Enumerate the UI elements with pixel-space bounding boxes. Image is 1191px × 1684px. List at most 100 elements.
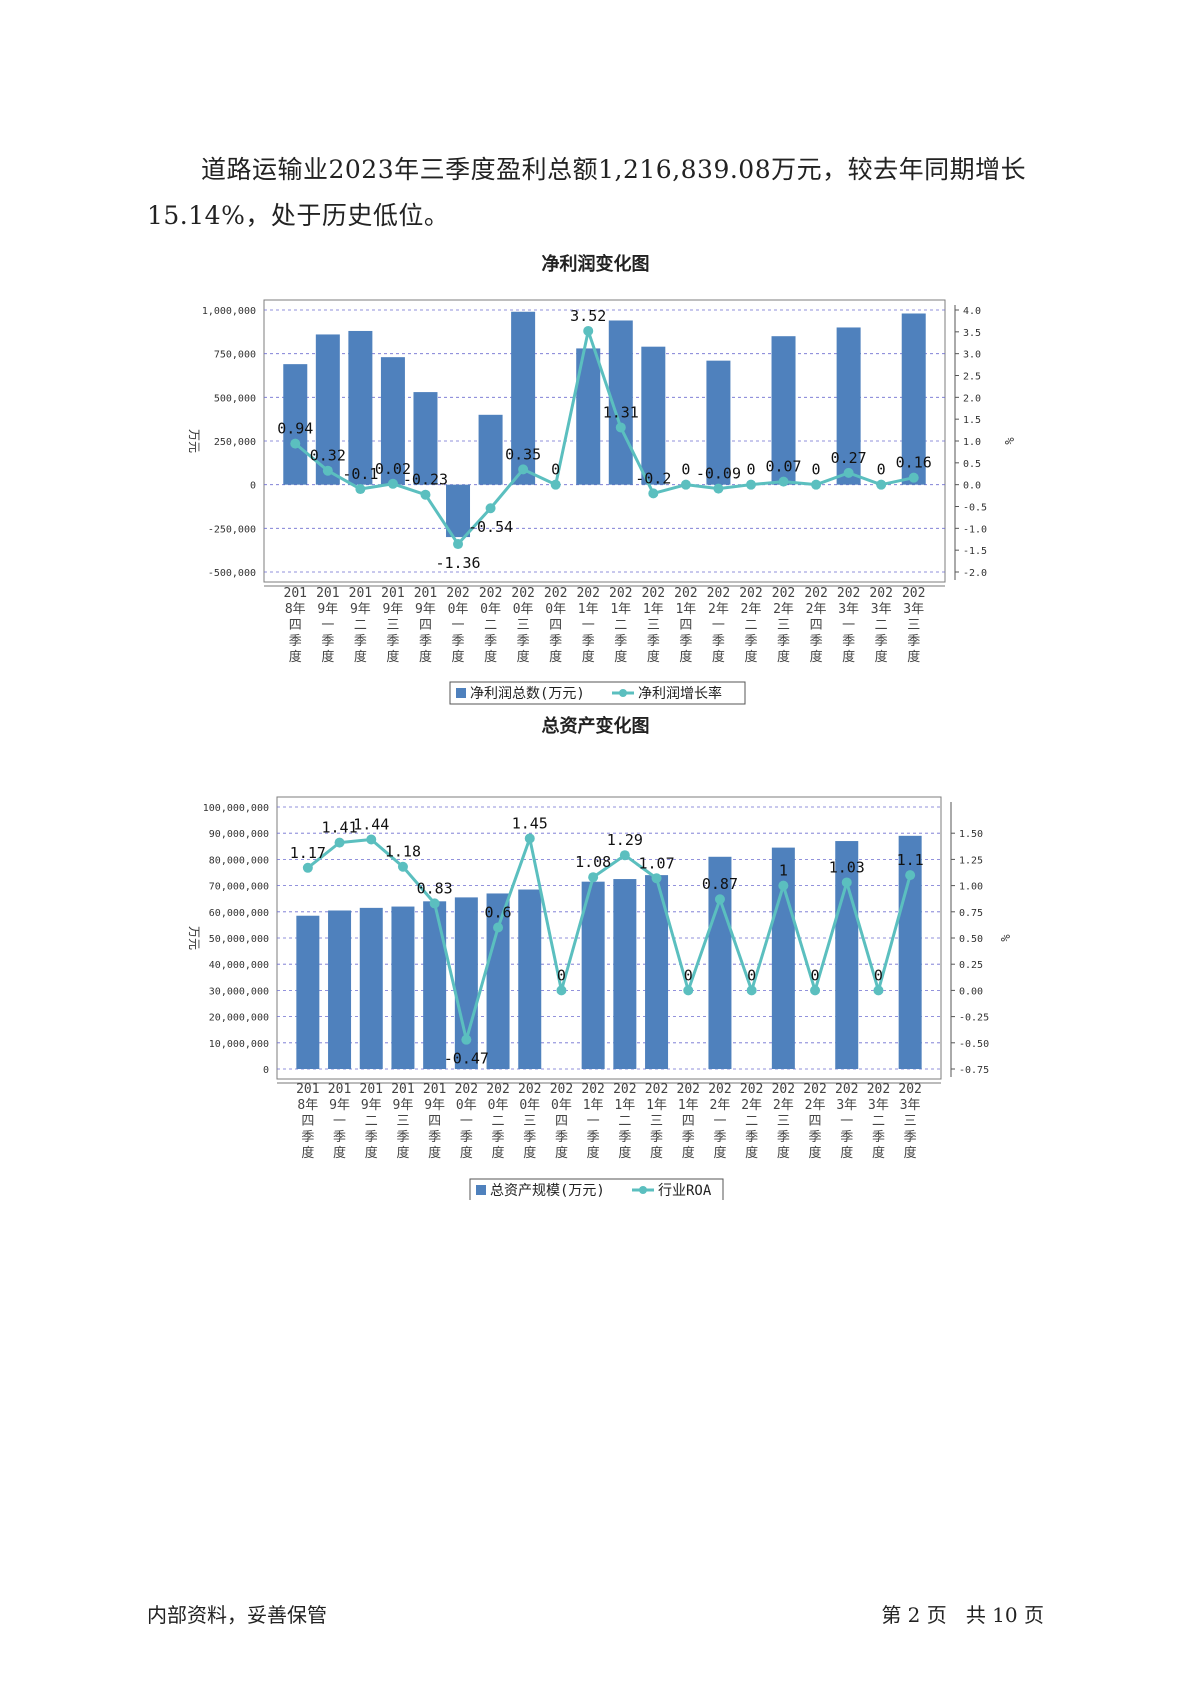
x-tick-label: 1年 xyxy=(646,1098,667,1113)
x-tick-label: 季 xyxy=(875,634,888,649)
data-label: 1.45 xyxy=(512,814,548,832)
x-tick-label: 度 xyxy=(712,649,725,665)
x-tick-label: 202 xyxy=(479,586,502,601)
x-tick-label: 202 xyxy=(803,1082,826,1097)
y2-tick-label: 1.00 xyxy=(959,882,983,893)
x-tick-label: 三 xyxy=(904,1114,917,1129)
x-tick-label: 1年 xyxy=(578,602,599,617)
x-tick-label: 度 xyxy=(647,649,660,665)
y2-tick-label: 3.0 xyxy=(963,350,981,361)
chart-legend: 总资产规模(万元) 行业ROA xyxy=(469,1178,724,1200)
x-tick-label: 202 xyxy=(576,586,599,601)
data-label: 0.27 xyxy=(831,449,867,467)
x-tick-label: 201 xyxy=(284,586,307,601)
line-point xyxy=(714,894,725,905)
data-label: 1.18 xyxy=(385,843,421,861)
line-series xyxy=(294,329,915,546)
x-tick-label: 季 xyxy=(365,1130,378,1145)
x-tick-label: 一 xyxy=(333,1114,346,1129)
data-label: -0.2 xyxy=(635,469,671,487)
line-point xyxy=(588,872,599,883)
data-label: 1.44 xyxy=(353,815,389,833)
line-point xyxy=(334,837,345,848)
y-tick-label: 1,000,000 xyxy=(202,306,256,317)
x-tick-label: 度 xyxy=(682,1145,695,1161)
x-tick-label: 0年 xyxy=(448,602,469,617)
x-tick-label: 9年 xyxy=(383,602,404,617)
line-point xyxy=(355,484,366,495)
x-tick-label: 季 xyxy=(682,1130,695,1145)
line-point xyxy=(876,479,887,490)
legend-bar-label: 总资产规模(万元) xyxy=(490,1183,605,1199)
x-tick-label: 度 xyxy=(365,1145,378,1161)
x-tick-label: 202 xyxy=(740,1082,763,1097)
data-label: 0 xyxy=(746,461,755,479)
line-point xyxy=(550,479,561,490)
line-point xyxy=(841,877,852,888)
data-label: 0.35 xyxy=(505,445,541,463)
x-tick-label: 季 xyxy=(452,634,465,649)
data-label: 0.87 xyxy=(702,875,738,893)
data-label: 0.07 xyxy=(765,458,801,476)
bar xyxy=(901,313,926,485)
x-tick-label: 0年 xyxy=(551,1098,572,1113)
x-tick-label: 季 xyxy=(777,1130,790,1145)
data-label: 1 xyxy=(779,862,788,880)
x-tick-label: 季 xyxy=(549,634,562,649)
x-tick-label: 202 xyxy=(804,586,827,601)
bar xyxy=(328,910,352,1069)
x-tick-label: 9年 xyxy=(350,602,371,617)
chart-title-total-assets: 总资产变化图 xyxy=(541,716,650,737)
line-point xyxy=(322,465,333,476)
x-tick-label: 201 xyxy=(360,1082,383,1097)
data-label: 0 xyxy=(747,966,756,984)
x-tick-label: 三 xyxy=(777,618,790,633)
data-label: 3.52 xyxy=(570,307,606,325)
y-tick-label: 70,000,000 xyxy=(209,882,269,893)
data-label: 0 xyxy=(551,461,560,479)
data-label: 0 xyxy=(557,966,566,984)
x-tick-label: 202 xyxy=(708,1082,731,1097)
x-tick-label: 3年 xyxy=(903,602,924,617)
net-profit-chart: -500,000 -250,000 0 250,000 500,000 750,000 1,… xyxy=(187,299,1016,705)
x-tick-label: 二 xyxy=(618,1114,631,1129)
x-tick-label: 度 xyxy=(777,1145,790,1161)
x-tick-label: 季 xyxy=(321,634,334,649)
bar xyxy=(771,336,796,485)
x-tick-label: 度 xyxy=(428,1145,441,1161)
y2-tick-label: 1.0 xyxy=(963,437,981,448)
line-point xyxy=(366,834,377,845)
footer-confidential: 内部资料，妥善保管 xyxy=(147,1603,327,1627)
x-tick-label: 三 xyxy=(523,1114,536,1129)
x-tick-label: 季 xyxy=(872,1130,885,1145)
x-tick-label: 二 xyxy=(745,1114,758,1129)
legend-line-label: 行业ROA xyxy=(658,1183,712,1199)
x-tick-label: 度 xyxy=(321,649,334,665)
x-tick-label: 度 xyxy=(840,1145,853,1161)
x-tick-label: 202 xyxy=(772,586,795,601)
x-tick-label: 季 xyxy=(460,1130,473,1145)
legend-bar-swatch xyxy=(456,688,466,698)
x-tick-label: 9年 xyxy=(415,602,436,617)
line-point xyxy=(493,922,504,933)
x-tick-label: 202 xyxy=(837,586,860,601)
x-tick-label: 一 xyxy=(582,618,595,633)
x-tick-label: 度 xyxy=(713,1145,726,1161)
x-tick-label: 0年 xyxy=(480,602,501,617)
x-tick-label: 季 xyxy=(492,1130,505,1145)
x-tick-label: 201 xyxy=(296,1082,319,1097)
y-axis-title: 万元 xyxy=(187,429,201,453)
x-tick-label: 季 xyxy=(713,1130,726,1145)
x-tick-label: 9年 xyxy=(393,1098,414,1113)
y2-tick-label: 2.5 xyxy=(963,372,981,383)
x-tick-label: 202 xyxy=(511,586,534,601)
bar xyxy=(641,346,666,485)
x-tick-label: 三 xyxy=(907,618,920,633)
line-point xyxy=(713,483,724,494)
x-tick-label: 度 xyxy=(744,649,757,665)
x-tick-label: 202 xyxy=(898,1082,921,1097)
x-tick-label: 季 xyxy=(777,634,790,649)
x-tick-label: 8年 xyxy=(285,602,306,617)
data-label: 1.31 xyxy=(603,403,639,421)
x-tick-label: 0年 xyxy=(513,602,534,617)
